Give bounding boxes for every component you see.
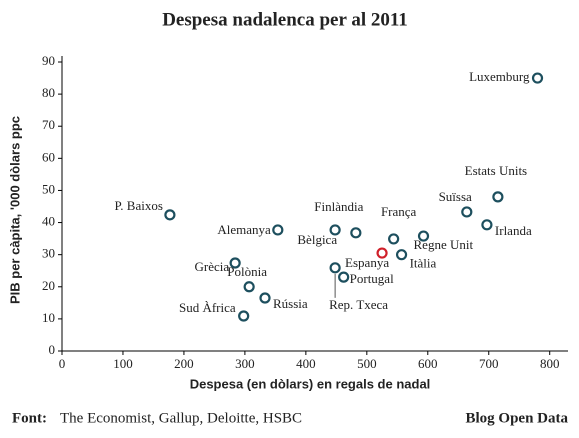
- point: [417, 230, 430, 242]
- y-axis-label: PIB per càpita, '000 dòlars ppc: [7, 116, 22, 304]
- point: [259, 292, 271, 304]
- point: [238, 310, 250, 322]
- point-label: Itàlia: [410, 256, 437, 271]
- y-tick-label: 10: [42, 310, 55, 325]
- point-label: Sud Àfrica: [179, 300, 236, 315]
- x-axis-label: Despesa (en dòlars) en regals de nadal: [190, 376, 431, 391]
- point: [272, 224, 284, 236]
- chart-title: Despesa nadalenca per al 2011: [162, 9, 408, 30]
- x-tick-label: 100: [113, 356, 133, 371]
- source: The Economist, Gallup, Deloitte, HSBC: [60, 410, 302, 426]
- x-tick-label: 400: [296, 356, 316, 371]
- point-label: Rep. Txeca: [329, 297, 388, 312]
- point: [350, 227, 362, 239]
- y-tick-label: 90: [42, 53, 55, 68]
- x-tick-label: 300: [235, 356, 255, 371]
- point: [492, 191, 504, 203]
- x-tick-label: 800: [540, 356, 560, 371]
- point: [338, 271, 350, 283]
- point: [164, 209, 176, 221]
- point: [243, 281, 255, 293]
- point: [481, 219, 493, 231]
- point-label: Estats Units: [465, 163, 527, 178]
- point: [329, 224, 341, 236]
- x-tick-label: 600: [418, 356, 438, 371]
- point: [229, 257, 241, 269]
- point-label: Bèlgica: [297, 232, 337, 247]
- point: [531, 72, 544, 84]
- point: [329, 262, 341, 274]
- x-tick-label: 500: [357, 356, 377, 371]
- point-label: Luxemburg: [469, 69, 530, 84]
- point-label: P. Baixos: [114, 198, 162, 213]
- point-label: Regne Unit: [414, 237, 474, 252]
- y-tick-label: 50: [42, 181, 55, 196]
- point-label: França: [381, 204, 417, 219]
- x-tick-label: 200: [174, 356, 194, 371]
- point-label: Grècia: [194, 259, 229, 274]
- y-tick-label: 60: [42, 149, 55, 164]
- point-label: Finlàndia: [314, 199, 363, 214]
- point-label: Irlanda: [495, 223, 532, 238]
- point-label: Alemanya: [217, 222, 271, 237]
- y-tick-label: 70: [42, 117, 55, 132]
- point-label: Rússia: [273, 296, 308, 311]
- point-label: Espanya: [345, 255, 389, 270]
- y-tick-label: 30: [42, 246, 55, 261]
- point: [388, 233, 400, 245]
- x-tick-label: 0: [59, 356, 66, 371]
- credit: Blog Open Data: [465, 410, 568, 426]
- point-label: Portugal: [350, 271, 394, 286]
- y-tick-label: 20: [42, 278, 55, 293]
- x-tick-label: 700: [479, 356, 499, 371]
- point-label: Polònia: [227, 264, 267, 279]
- point: [461, 206, 473, 218]
- point-label: Suïssa: [439, 189, 472, 204]
- source-label: Font:: [12, 410, 47, 426]
- y-tick-label: 80: [42, 85, 55, 100]
- y-tick-label: 40: [42, 214, 55, 229]
- point: [395, 249, 408, 261]
- y-tick-label: 0: [49, 342, 56, 357]
- point: [376, 247, 388, 259]
